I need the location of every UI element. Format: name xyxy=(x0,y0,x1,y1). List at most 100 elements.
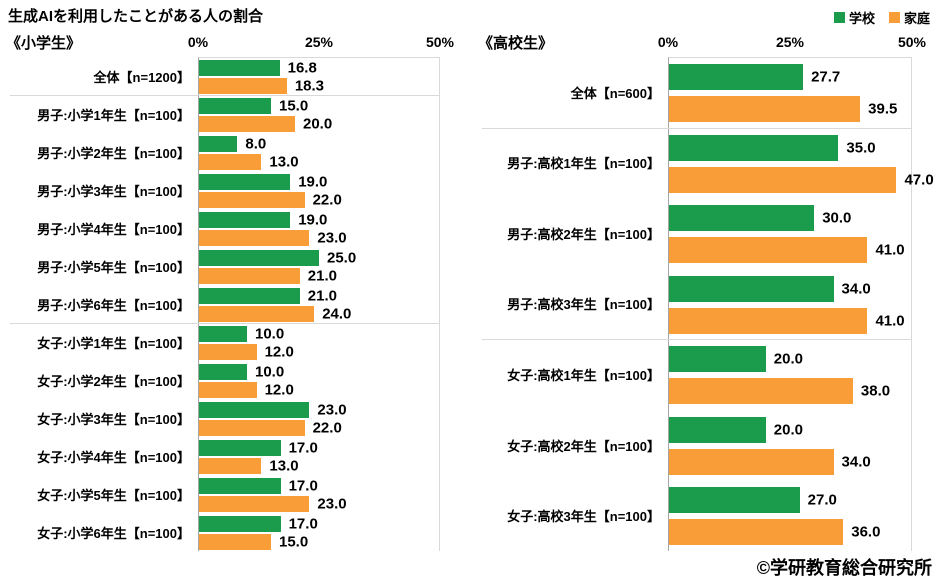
bar-home xyxy=(669,448,834,475)
value-label-school: 15.0 xyxy=(279,97,309,115)
value-label-home: 41.0 xyxy=(875,241,905,259)
category-label: 男子:小学4年生【n=100】 xyxy=(37,221,190,237)
bar-home xyxy=(669,96,861,122)
bar-home xyxy=(669,237,868,264)
value-label-school: 27.0 xyxy=(807,491,837,509)
category-label: 女子:高校1年生【n=100】 xyxy=(507,368,660,384)
bar-home xyxy=(199,344,257,360)
bar-home xyxy=(199,154,262,170)
value-label-home: 23.0 xyxy=(317,495,347,513)
category-label: 女子:小学6年生【n=100】 xyxy=(37,525,190,541)
value-label-home: 47.0 xyxy=(904,171,934,189)
category-label: 女子:小学4年生【n=100】 xyxy=(37,449,190,465)
category-row: 27.7 39.5 xyxy=(669,58,911,129)
category-label: 女子:高校3年生【n=100】 xyxy=(507,509,660,525)
legend-label-home: 家庭 xyxy=(903,11,930,26)
value-label-school: 8.0 xyxy=(245,135,267,153)
value-label-school: 23.0 xyxy=(317,401,347,419)
category-label: 女子:小学5年生【n=100】 xyxy=(37,487,190,503)
value-label-school: 19.0 xyxy=(298,211,328,229)
bar-school xyxy=(199,364,247,380)
category-label: 男子:小学6年生【n=100】 xyxy=(37,297,190,313)
bar-school xyxy=(669,275,834,302)
category-row: 23.0 22.0 xyxy=(199,400,439,438)
category-row: 30.0 41.0 xyxy=(669,199,911,270)
axis-tick: 25% xyxy=(304,34,334,50)
axis-tick: 0% xyxy=(657,34,679,50)
bar-school xyxy=(199,516,281,532)
group-separator xyxy=(10,95,440,96)
bar-school xyxy=(669,205,815,232)
bar-home xyxy=(199,306,315,322)
category-label: 男子:高校2年生【n=100】 xyxy=(507,226,660,242)
category-label: 全体【n=600】 xyxy=(570,85,660,101)
legend: 学校 家庭 xyxy=(833,8,930,27)
bar-school xyxy=(199,174,291,190)
bar-school xyxy=(199,250,319,266)
category-label: 全体【n=1200】 xyxy=(93,69,190,85)
bar-home xyxy=(669,519,844,546)
section-label-elementary: 《小学生》 xyxy=(6,35,82,52)
copyright: ©学研教育総合研究所 xyxy=(756,558,932,578)
category-row: 25.0 21.0 xyxy=(199,248,439,286)
bar-school xyxy=(199,478,281,494)
value-label-school: 21.0 xyxy=(307,287,337,305)
value-label-home: 23.0 xyxy=(317,229,347,247)
bar-home xyxy=(199,534,271,550)
category-row: 16.8 18.3 xyxy=(199,58,439,96)
category-label: 男子:高校3年生【n=100】 xyxy=(507,297,660,313)
group-separator xyxy=(482,127,912,129)
value-label-school: 17.0 xyxy=(288,515,318,533)
value-label-school: 20.0 xyxy=(773,350,803,368)
chart-elementary: 《小学生》 0% 25% 50% 全体【n=1200】 男子:小学1年生【n=100】… xyxy=(6,31,454,551)
chart-body-elementary: 全体【n=1200】 男子:小学1年生【n=100】 男子:小学2年生【n=100】… xyxy=(6,57,440,551)
category-row: 10.0 12.0 xyxy=(199,362,439,400)
value-label-home: 22.0 xyxy=(312,191,342,209)
value-label-home: 13.0 xyxy=(269,457,299,475)
category-label: 男子:小学3年生【n=100】 xyxy=(37,183,190,199)
bar-home xyxy=(199,78,287,94)
category-label: 女子:小学3年生【n=100】 xyxy=(37,411,190,427)
value-label-school: 30.0 xyxy=(822,209,852,227)
bar-home xyxy=(669,307,868,334)
category-row: 35.0 47.0 xyxy=(669,129,934,200)
value-label-home: 34.0 xyxy=(841,453,871,471)
axis-tick: 0% xyxy=(187,34,209,50)
chart-title: 生成AIを利用したことがある人の割合 xyxy=(8,8,264,25)
category-row: 27.0 36.0 xyxy=(669,481,911,552)
legend-label-school: 学校 xyxy=(848,11,875,26)
chart-highschool: 《高校生》 0% 25% 50% 全体【n=600】 男子:高校1年生【n=100】男… xyxy=(478,31,934,552)
category-row: 20.0 38.0 xyxy=(669,340,911,411)
value-label-home: 12.0 xyxy=(264,343,294,361)
value-label-school: 27.7 xyxy=(811,68,841,86)
legend-swatch-school-icon xyxy=(833,12,845,23)
axis-tick: 25% xyxy=(775,34,805,50)
value-label-home: 20.0 xyxy=(303,115,333,133)
value-label-school: 16.8 xyxy=(287,59,317,77)
category-label: 男子:小学5年生【n=100】 xyxy=(37,259,190,275)
bar-school xyxy=(199,212,291,228)
legend-item-home: 家庭 xyxy=(888,8,930,27)
value-label-home: 15.0 xyxy=(279,533,309,551)
value-label-home: 39.5 xyxy=(868,100,898,118)
bar-school xyxy=(199,288,300,304)
category-label: 女子:小学2年生【n=100】 xyxy=(37,373,190,389)
bar-home xyxy=(199,458,262,474)
category-row: 8.0 13.0 xyxy=(199,134,439,172)
bar-school xyxy=(669,487,800,514)
group-separator xyxy=(482,339,912,341)
chart-body-highschool: 全体【n=600】 男子:高校1年生【n=100】 男子:高校2年生【n=100】男… xyxy=(478,57,934,552)
bar-home xyxy=(199,116,295,132)
bar-home xyxy=(199,192,305,208)
bar-school xyxy=(199,98,271,114)
value-label-home: 18.3 xyxy=(294,77,325,95)
category-label: 女子:高校2年生【n=100】 xyxy=(507,438,660,454)
axis-tick: 50% xyxy=(897,34,927,50)
bar-school xyxy=(199,136,238,152)
category-row: 17.0 23.0 xyxy=(199,476,439,514)
value-label-school: 19.0 xyxy=(298,173,328,191)
value-label-home: 22.0 xyxy=(312,419,342,437)
value-label-home: 38.0 xyxy=(860,382,891,400)
bar-school xyxy=(199,60,280,76)
